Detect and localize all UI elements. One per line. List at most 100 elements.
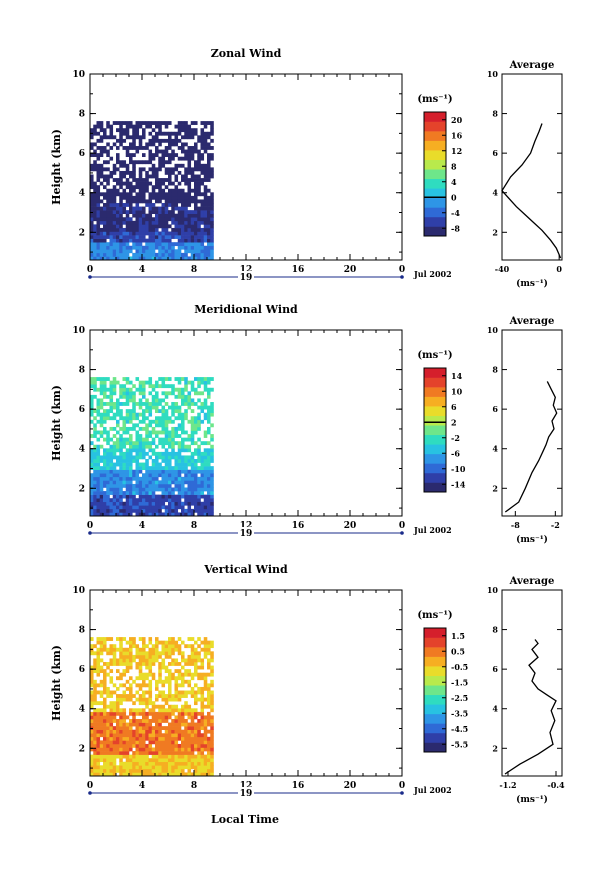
heatmap-cell (171, 217, 175, 222)
heatmap-cell (138, 135, 143, 140)
heatmap-cell (112, 380, 117, 385)
heatmap-cell (181, 729, 185, 734)
heatmap-cell (106, 719, 110, 723)
heatmap-cell (203, 138, 208, 143)
heatmap-cell (145, 188, 149, 193)
heatmap-cell (151, 747, 156, 752)
heatmap-cell (142, 501, 146, 506)
heatmap-cell (132, 245, 136, 250)
heatmap-cell (203, 235, 208, 239)
heatmap-cell (194, 252, 198, 257)
heatmap-cell (116, 498, 120, 503)
heatmap-cell (93, 206, 97, 211)
heatmap-cell (116, 501, 120, 506)
heatmap-cell (174, 686, 179, 691)
heatmap-cell (168, 679, 172, 684)
heatmap-cell (145, 733, 149, 738)
heatmap-cell (93, 224, 97, 229)
heatmap-cell (168, 170, 172, 175)
heatmap-cell (203, 726, 208, 730)
heatmap-cell (203, 754, 208, 759)
heatmap-cell (171, 156, 175, 161)
heatmap-cell (190, 121, 195, 125)
heatmap-cell (151, 448, 156, 453)
heatmap-cell (125, 135, 130, 140)
heatmap-cell (122, 455, 127, 460)
heatmap-cell (155, 227, 159, 232)
heatmap-cell (164, 455, 169, 460)
heatmap-cell (190, 252, 195, 257)
heatmap-cell (151, 466, 156, 470)
heatmap-cell (164, 391, 169, 396)
heatmap-cell (129, 412, 133, 417)
heatmap-cell (116, 719, 120, 723)
heatmap-cell (148, 213, 153, 218)
heatmap-cell (184, 242, 188, 247)
heatmap-cell (129, 476, 133, 481)
colorbar-swatch (424, 723, 446, 734)
heatmap-cell (194, 441, 198, 446)
heatmap-cell (155, 394, 159, 399)
heatmap-cell (148, 679, 153, 684)
heatmap-cell (112, 412, 117, 417)
x-tick-label: 16 (292, 521, 305, 531)
heatmap-cell (187, 736, 192, 741)
heatmap-cell (112, 733, 117, 738)
heatmap-cell (187, 637, 192, 641)
heatmap-cell (168, 476, 172, 481)
heatmap-cell (194, 480, 198, 485)
heatmap-cell (135, 726, 140, 730)
heatmap-cell (93, 512, 97, 516)
heatmap-cell (106, 505, 110, 510)
heatmap-cell (119, 765, 123, 770)
heatmap-cell (116, 224, 120, 229)
heatmap-cell (210, 747, 214, 752)
heatmap-cell (132, 679, 136, 684)
heatmap-cell (122, 637, 127, 641)
heatmap-cell (184, 679, 188, 684)
heatmap-cell (181, 736, 185, 741)
heatmap-cell (112, 135, 117, 140)
heatmap-cell (161, 242, 166, 247)
heatmap-cell (190, 765, 195, 770)
heatmap-cell (197, 751, 201, 755)
heatmap-cell (142, 441, 146, 446)
heatmap-cell (93, 124, 97, 129)
heatmap-cell (203, 466, 208, 470)
heatmap-cell (90, 729, 94, 734)
heatmap-cell (138, 444, 143, 449)
heatmap-cell (135, 772, 140, 776)
heatmap-cell (106, 722, 110, 727)
heatmap-cell (184, 736, 188, 741)
heatmap-cell (190, 153, 195, 158)
heatmap-cell (171, 252, 175, 257)
heatmap-cell (148, 203, 153, 207)
heatmap-cell (190, 213, 195, 218)
heatmap-cell (158, 416, 162, 421)
heatmap-cell (148, 256, 153, 260)
heatmap-cell (190, 227, 195, 232)
avg-x-tick-label: -40 (495, 264, 510, 274)
heatmap-cell (197, 185, 201, 190)
heatmap-cell (184, 384, 188, 389)
heatmap-cell (142, 185, 146, 190)
heatmap-cell (119, 683, 123, 688)
heatmap-cell (187, 658, 192, 663)
heatmap-cell (119, 131, 123, 136)
heatmap-cell (142, 644, 146, 649)
heatmap-cell (96, 765, 101, 770)
heatmap-cell (161, 412, 166, 417)
heatmap-cell (138, 508, 143, 513)
heatmap-cell (138, 398, 143, 403)
heatmap-cell (109, 480, 114, 485)
heatmap-cell (109, 651, 114, 656)
heatmap-cell (194, 665, 198, 670)
heatmap-cell (129, 409, 133, 414)
heatmap-cell (210, 487, 214, 492)
heatmap-cell (112, 701, 117, 706)
heatmap-cell (132, 701, 136, 706)
heatmap-cell (129, 426, 133, 431)
heatmap-cell (168, 697, 172, 702)
heatmap-cell (161, 719, 166, 723)
heatmap-cell (161, 441, 166, 446)
